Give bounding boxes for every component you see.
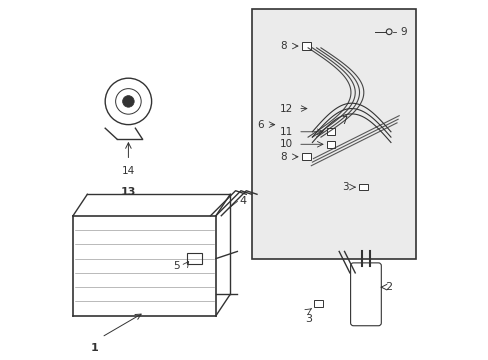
Text: 7: 7 bbox=[340, 116, 346, 126]
Text: 5: 5 bbox=[173, 261, 180, 271]
Text: 4: 4 bbox=[239, 197, 246, 206]
Text: 8: 8 bbox=[280, 41, 287, 51]
Text: 11: 11 bbox=[279, 127, 292, 137]
Bar bbox=[326, 128, 334, 135]
FancyBboxPatch shape bbox=[251, 9, 415, 258]
Text: 8: 8 bbox=[280, 152, 287, 162]
Text: 9: 9 bbox=[399, 27, 406, 37]
Text: 2: 2 bbox=[385, 282, 392, 292]
Bar bbox=[358, 184, 367, 190]
Text: 1: 1 bbox=[90, 342, 98, 352]
Bar bbox=[313, 300, 323, 307]
Text: 12: 12 bbox=[279, 104, 292, 113]
Bar bbox=[301, 153, 310, 160]
FancyBboxPatch shape bbox=[350, 263, 381, 326]
Bar bbox=[187, 253, 201, 264]
Text: 13: 13 bbox=[121, 187, 136, 197]
Text: 6: 6 bbox=[257, 120, 264, 130]
Text: 10: 10 bbox=[279, 139, 292, 149]
Bar bbox=[301, 42, 310, 50]
Bar bbox=[326, 141, 334, 148]
Circle shape bbox=[122, 96, 134, 107]
Text: 3: 3 bbox=[305, 314, 312, 324]
Text: 3: 3 bbox=[342, 182, 348, 192]
Text: 14: 14 bbox=[122, 166, 135, 176]
